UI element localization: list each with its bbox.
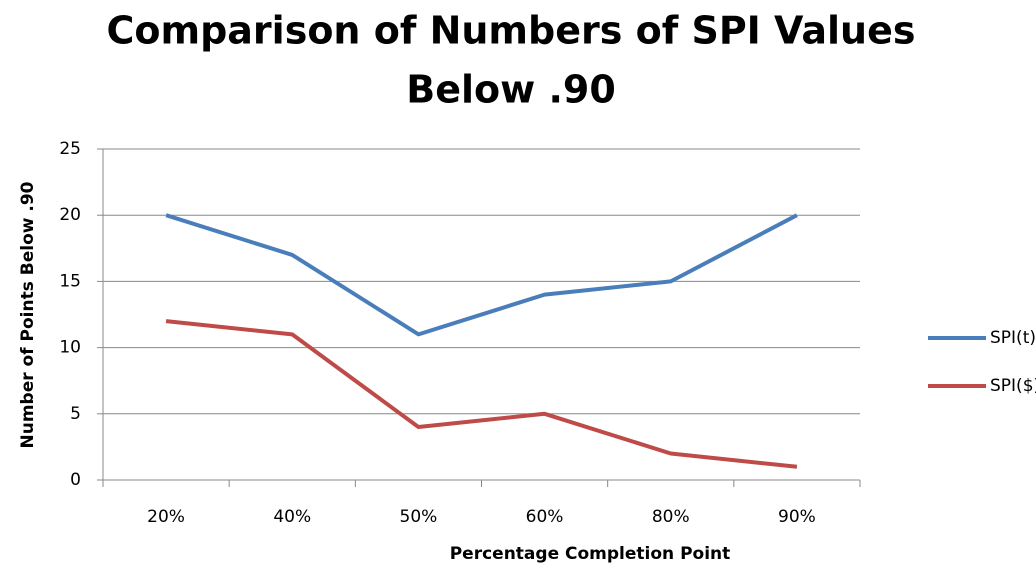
y-tick-label: 25: [59, 139, 81, 159]
chart-title: Below .90: [406, 68, 616, 112]
y-tick-label: 10: [59, 338, 81, 358]
x-tick-label: 60%: [526, 507, 564, 527]
y-tick-label: 5: [70, 404, 81, 424]
x-tick-label: 40%: [273, 507, 311, 527]
x-tick-label: 90%: [778, 507, 816, 527]
y-tick-label: 15: [59, 271, 81, 291]
y-tick-label: 0: [70, 470, 81, 490]
x-tick-label: 50%: [400, 507, 438, 527]
series-line: [165, 213, 798, 337]
x-axis-label: Percentage Completion Point: [450, 544, 731, 564]
legend-label: SPI(t): [990, 328, 1036, 348]
x-tick-label: 80%: [652, 507, 690, 527]
series-line: [165, 319, 798, 469]
legend-label: SPI($): [990, 376, 1036, 396]
y-axis-label: Number of Points Below .90: [18, 181, 38, 448]
x-tick-label: 20%: [147, 507, 185, 527]
y-tick-label: 20: [59, 205, 81, 225]
chart-title: Comparison of Numbers of SPI Values: [107, 9, 916, 53]
